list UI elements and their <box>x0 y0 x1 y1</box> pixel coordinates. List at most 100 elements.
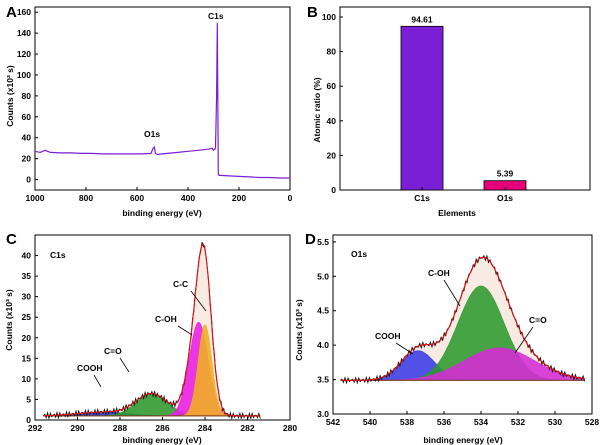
panel-c-xtick-label: 286 <box>155 423 169 433</box>
panel-a-ytick-label: 80 <box>22 91 32 101</box>
panel-c-ytick-label: 0 <box>26 415 31 425</box>
panel-c-xlabel: binding energy (eV) <box>122 435 202 445</box>
panel-c-ytick-label: 30 <box>22 292 32 302</box>
panel-a-xtick-label: 200 <box>232 193 246 203</box>
panel-d-ytick-label: 5.5 <box>317 237 329 247</box>
panel-d-axes: 3.0 3.5 4.0 4.5 5.0 5.5 542 540 538 536 534 532 530 5… <box>317 234 599 427</box>
panel-d-title: O1s <box>351 249 367 259</box>
panel-d-xtick-label: 528 <box>585 417 599 427</box>
panel-a-ytick-label: 60 <box>22 112 32 122</box>
panel-b-ytick-label: 80 <box>327 47 337 57</box>
panel-a-xtick-label: 600 <box>130 193 144 203</box>
bar-value-label-o1s: 5.39 <box>497 169 514 179</box>
panel-letter-d: D <box>305 231 316 248</box>
panel-c-xtick-label: 284 <box>198 423 212 433</box>
panel-d-annotation-cooh: COOH <box>375 331 401 341</box>
panel-d-ylabel: Counts (x10³ s) <box>294 299 304 361</box>
panel-c-axes-frame <box>34 234 291 421</box>
panel-c-leader-cooh <box>93 374 102 388</box>
panel-d-ytick-label: 4.0 <box>317 340 329 350</box>
panel-b-axes: 0 20 40 60 80 100 <box>322 6 591 195</box>
panel-c-annotation-c-eq-o: C=O <box>104 346 122 356</box>
bar-value-label-c1s: 94.61 <box>411 14 433 24</box>
panel-c-raw-data-line <box>43 241 261 421</box>
bar-category-label-o1s: O1s <box>497 193 513 203</box>
panel-d-xtick-label: 530 <box>548 417 562 427</box>
panel-c-xtick-label: 282 <box>240 423 254 433</box>
panel-a-ytick-label: 120 <box>17 49 31 59</box>
panel-a-ytick-label: 100 <box>17 70 31 80</box>
panel-a-axes-frame <box>34 6 291 191</box>
panel-d-leader-c-oh <box>443 279 461 307</box>
panel-d-fit-envelope <box>340 256 585 381</box>
panel-a-ytick-label: 160 <box>17 7 31 17</box>
panel-a-annotation-o1s: O1s <box>144 129 160 139</box>
bar-category-label-c1s: C1s <box>414 193 430 203</box>
panel-c-xtick-label: 280 <box>283 423 297 433</box>
panel-d: D O1s Counts (x10³ s) binding energy (eV… <box>294 231 599 445</box>
panel-a-ytick-label: 20 <box>22 154 32 164</box>
panel-letter-b: B <box>307 4 318 21</box>
panel-c-ytick-label: 25 <box>22 312 32 322</box>
panel-c-ytick-label: 40 <box>22 251 32 261</box>
panel-a-xtick-label: 1000 <box>26 193 45 203</box>
panel-d-fit-peaks <box>340 254 586 385</box>
panel-d-axes-frame <box>332 234 593 415</box>
panel-d-xtick-label: 532 <box>511 417 525 427</box>
panel-d-ytick-label: 3.0 <box>317 409 329 419</box>
panel-d-leader-cooh <box>395 342 414 355</box>
panel-a-survey-spectrum <box>34 22 290 179</box>
panel-b-axes-frame <box>339 6 591 191</box>
panel-a-xtick-label: 0 <box>288 193 293 203</box>
panel-d-leader-c-eq-o <box>514 326 534 354</box>
panel-b: B Atomic ratio (%) Elements 0 20 40 60 80 100… <box>307 4 591 218</box>
panel-c-xtick-label: 290 <box>70 423 84 433</box>
panel-a-ytick-label: 140 <box>17 28 31 38</box>
panel-b-ytick-label: 20 <box>327 150 337 160</box>
panel-c-title: C1s <box>50 250 66 260</box>
panel-c-leader-c-c <box>190 290 207 312</box>
panel-c-xtick-label: 292 <box>28 423 42 433</box>
panel-d-ytick-label: 4.5 <box>317 306 329 316</box>
panel-b-ytick-label: 100 <box>322 12 336 22</box>
panel-d-ytick-label: 5.0 <box>317 271 329 281</box>
panel-b-ytick-label: 0 <box>331 185 336 195</box>
panel-c-xtick-label: 288 <box>113 423 127 433</box>
panel-a-ytick-label: 0 <box>26 175 31 185</box>
panel-c-ytick-label: 10 <box>22 374 32 384</box>
panel-d-annotation-c-oh: C-OH <box>428 268 450 278</box>
panel-c-axes: 0 5 10 15 20 25 30 35 40 292 290 288 286 284 282 280 <box>22 234 297 433</box>
panel-d-xlabel: binding energy (eV) <box>423 435 503 445</box>
panel-b-ytick-label: 60 <box>327 81 337 91</box>
panel-c-fit-envelope <box>43 243 261 417</box>
panel-d-annotations: C-OH C=O COOH <box>375 268 547 355</box>
panel-c-ytick-label: 5 <box>26 394 31 404</box>
panel-c-annotation-c-c: C-C <box>173 279 188 289</box>
panel-a-annotation-c1s: C1s <box>208 11 224 21</box>
panel-letter-a: A <box>6 4 17 21</box>
panel-b-ylabel: Atomic ratio (%) <box>312 77 322 142</box>
panel-c-leader-c-eq-o <box>119 357 130 373</box>
panel-c: C C1s Counts (x10³ s) binding energy (eV… <box>4 231 297 445</box>
panel-a-xtick-label: 400 <box>181 193 195 203</box>
panel-a: A Counts (x10³ s) binding energy (eV) C1… <box>5 4 293 218</box>
panel-c-ytick-label: 20 <box>22 333 32 343</box>
panel-c-annotations: C-C C-OH C=O COOH <box>77 279 207 388</box>
panel-c-ytick-label: 15 <box>22 353 32 363</box>
panel-a-xtick-label: 800 <box>79 193 93 203</box>
panel-b-bars: 94.61 C1s 5.39 O1s <box>400 14 527 203</box>
panel-d-annotation-c-eq-o: C=O <box>529 315 547 325</box>
panel-d-xtick-label: 540 <box>363 417 377 427</box>
panel-a-ytick-label: 40 <box>22 133 32 143</box>
panel-letter-c: C <box>6 231 17 248</box>
panel-a-axes: 0 20 40 60 80 100 120 140 160 1000 800 600 400 200 0 <box>17 6 293 203</box>
panel-a-xlabel: binding energy (eV) <box>122 208 202 218</box>
panel-d-xtick-label: 542 <box>326 417 340 427</box>
panel-a-ylabel: Counts (x10³ s) <box>5 65 15 127</box>
panel-c-envelope-fill <box>43 244 261 416</box>
panel-c-leader-c-oh <box>177 325 193 336</box>
panel-b-ytick-label: 40 <box>327 116 337 126</box>
panel-d-xtick-label: 536 <box>437 417 451 427</box>
panel-d-xtick-label: 538 <box>400 417 414 427</box>
